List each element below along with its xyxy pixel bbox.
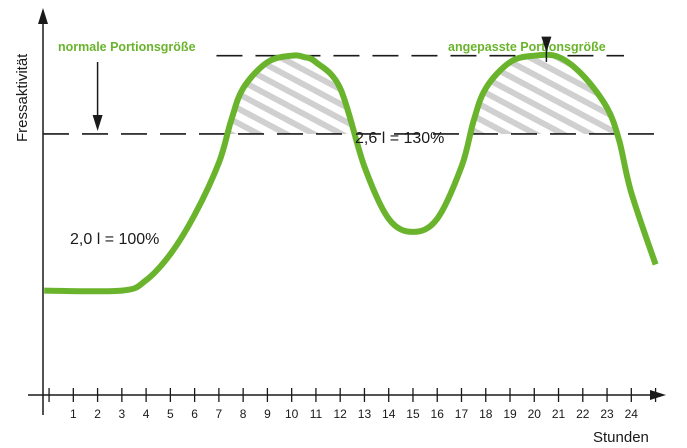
x-tick-label: 8 [240, 407, 247, 421]
activity-curve [44, 51, 659, 295]
x-axis-title: Stunden [593, 429, 649, 446]
arrow-down-icon [92, 114, 103, 131]
x-tick-label: 10 [285, 407, 299, 421]
annotation-arrows [92, 36, 552, 131]
level-label-130: 2,6 l = 130% [355, 130, 444, 147]
x-tick-label: 11 [310, 407, 323, 421]
x-tick-label: 4 [143, 407, 150, 421]
x-tick-label: 3 [119, 407, 126, 421]
level-label-100: 2,0 l = 100% [70, 231, 159, 248]
x-tick-label: 9 [264, 407, 271, 421]
x-tick-label: 13 [358, 407, 372, 421]
shaded-regions [218, 54, 620, 134]
x-tick-label: 14 [382, 407, 396, 421]
x-tick-label: 12 [334, 407, 348, 421]
hatched-region-2 [461, 54, 620, 134]
hatch-fill [218, 54, 365, 134]
y-axis-title: Fressaktivität [14, 53, 31, 142]
x-tick-label: 7 [216, 407, 223, 421]
series [44, 51, 659, 295]
x-tick-label: 20 [528, 407, 542, 421]
x-tick-label: 24 [625, 407, 639, 421]
x-tick-label: 15 [406, 407, 420, 421]
x-tick-label: 22 [576, 407, 590, 421]
reference-lines [43, 54, 666, 135]
x-tick-label: 1 [70, 407, 77, 421]
x-tick-label: 23 [600, 407, 614, 421]
y-axis-arrow-icon [38, 8, 48, 24]
x-ticks: 1 2 3 4 5 6 7 8 9 10 11 12 13 14 15 16 17 18 19 20 21 22 23 24 [48, 388, 657, 421]
x-tick-label: 6 [191, 407, 198, 421]
x-tick-label: 19 [503, 407, 517, 421]
x-tick-label: 18 [479, 407, 493, 421]
arrow-down-icon [541, 36, 552, 53]
x-tick-label: 2 [94, 407, 101, 421]
x-axis-arrow-icon [650, 390, 666, 400]
annotation-adjusted-portion: angepasste Portionsgröße [448, 40, 606, 54]
x-tick-label: 5 [167, 407, 174, 421]
x-tick-label: 16 [431, 407, 445, 421]
x-tick-label: 17 [455, 407, 469, 421]
hatched-region-1 [218, 54, 365, 134]
hatch-fill [461, 54, 620, 134]
x-tick-label: 21 [552, 407, 566, 421]
annotation-normal-portion: normale Portionsgröße [58, 40, 196, 54]
